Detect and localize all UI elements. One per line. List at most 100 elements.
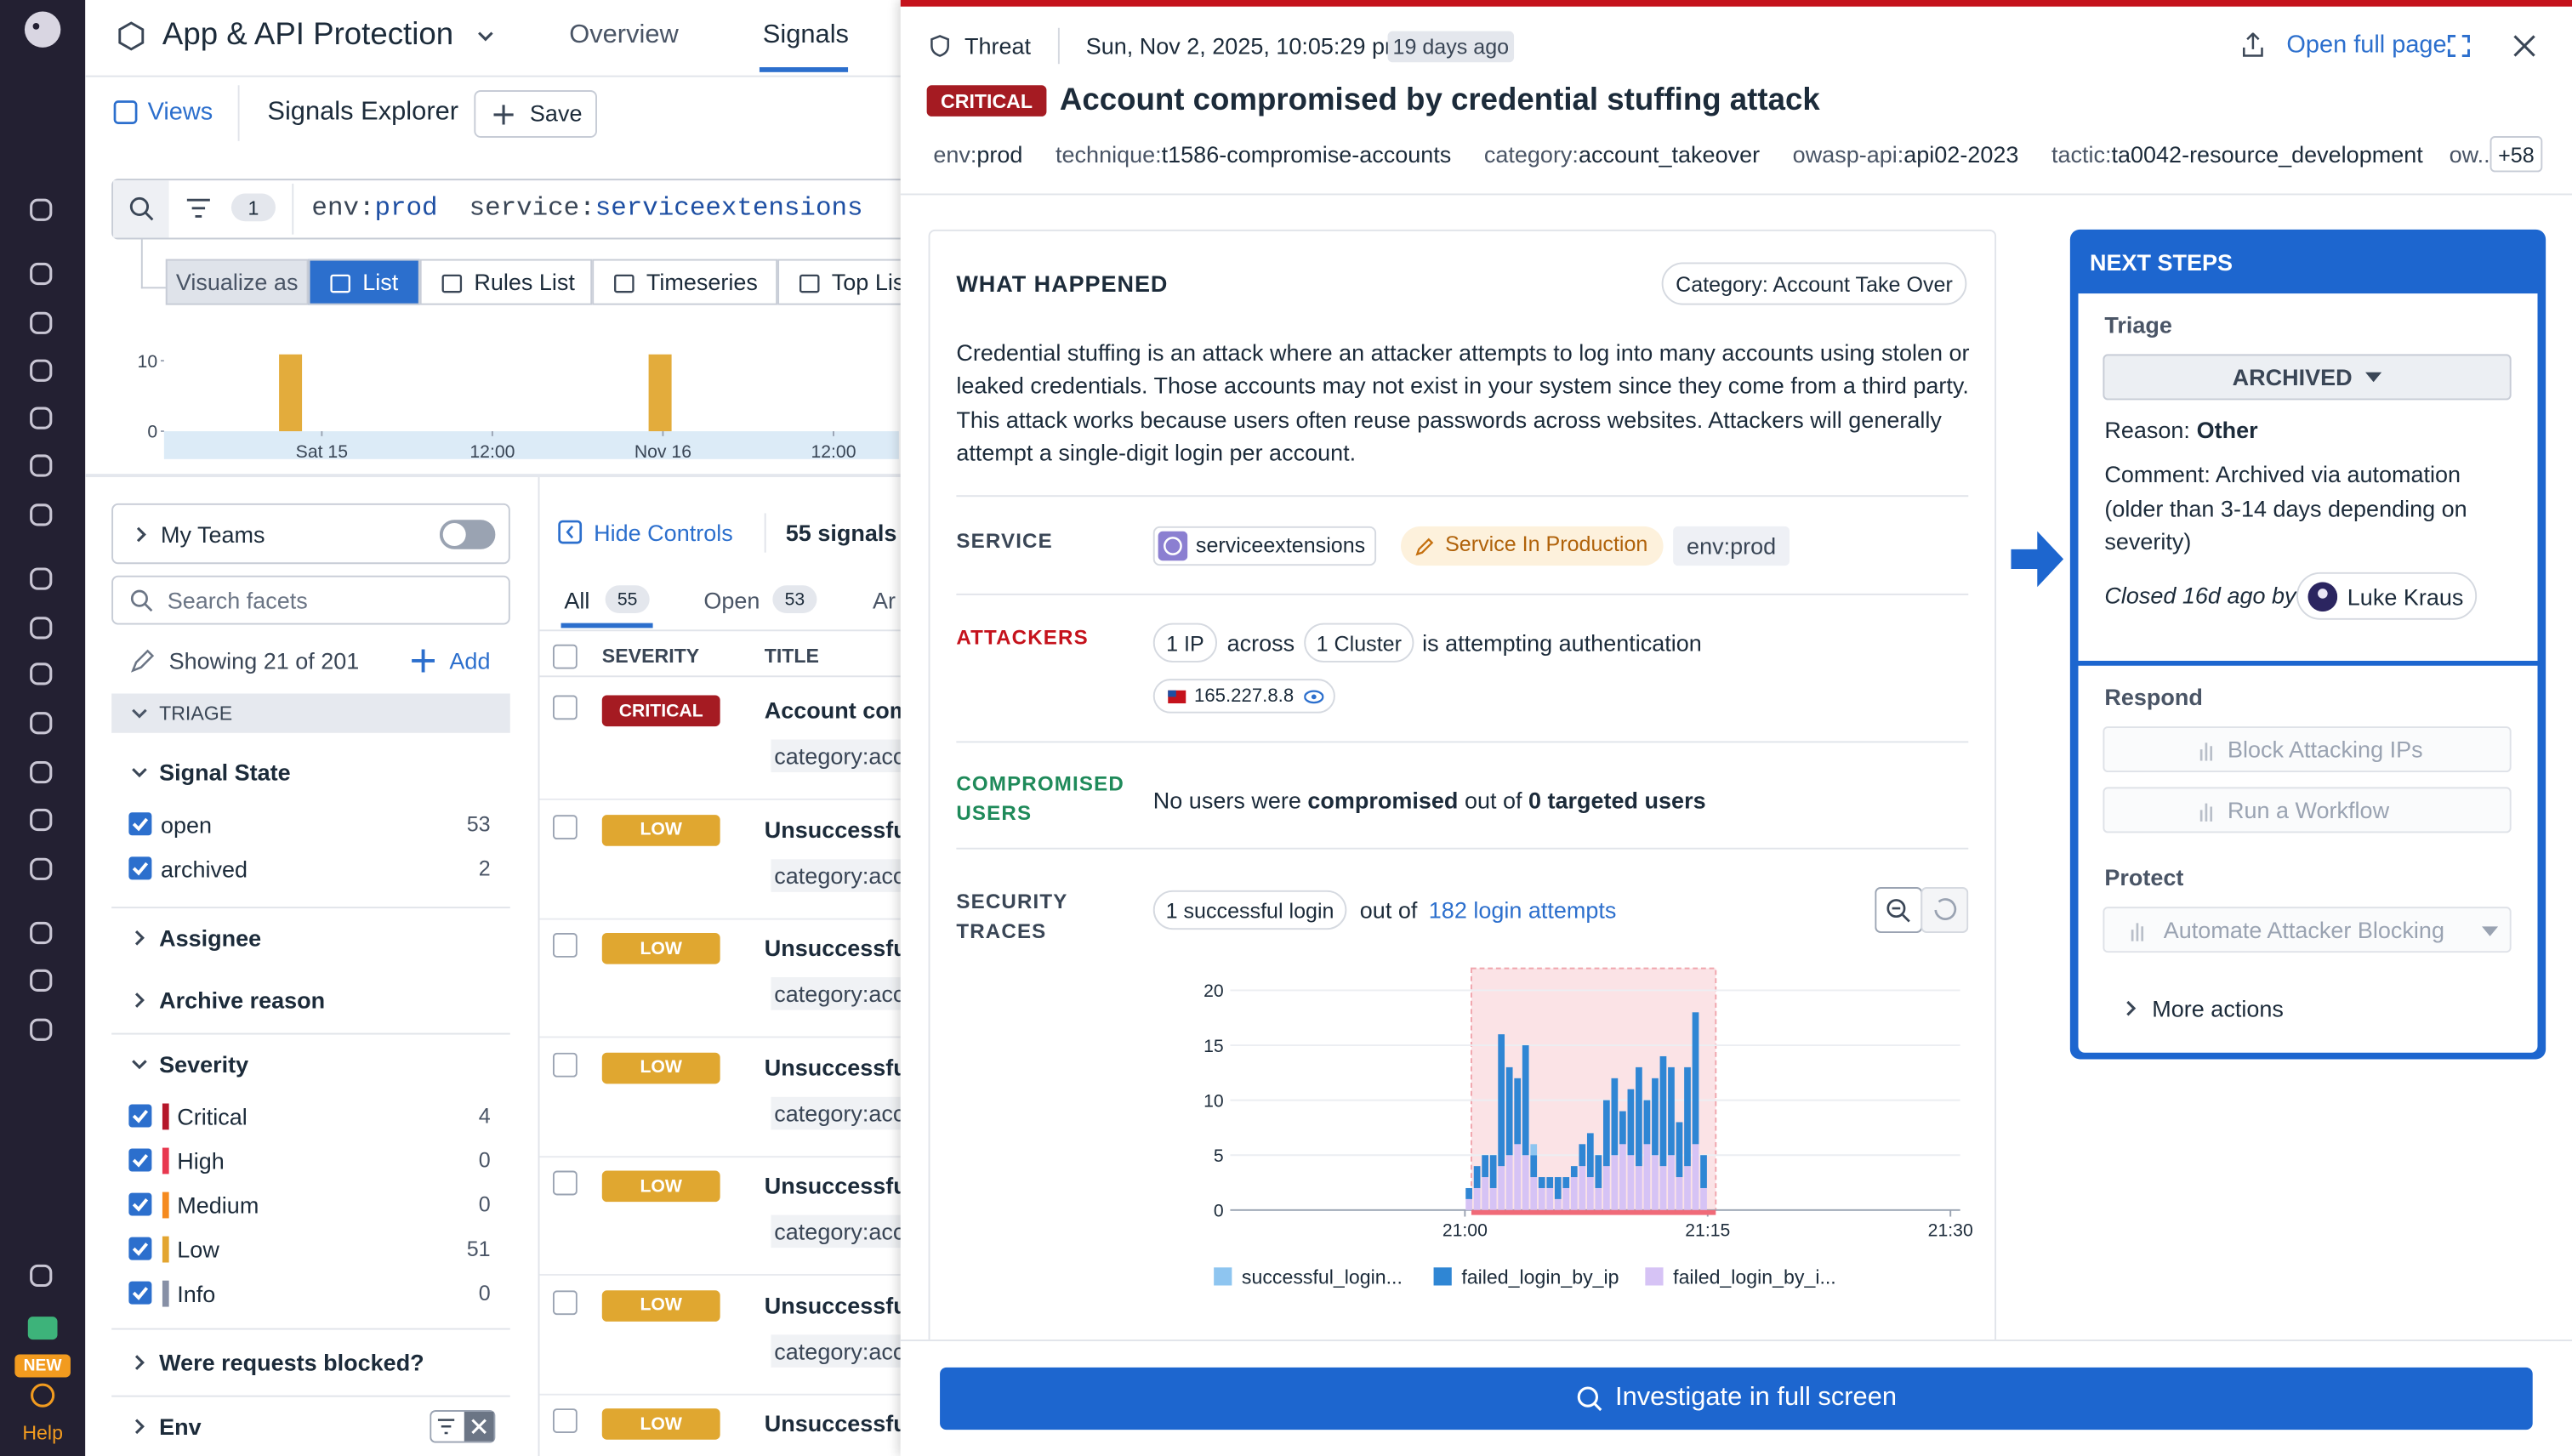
facet-title[interactable]: Archive reason (159, 987, 326, 1014)
signal-title[interactable]: Unsuccessfu (764, 1053, 901, 1080)
visualize-option[interactable]: List (308, 259, 420, 305)
my-teams[interactable]: My Teams (111, 503, 510, 565)
service-chip[interactable]: serviceextensions (1152, 526, 1377, 566)
severity-badge: LOW (601, 1289, 720, 1321)
app-title[interactable]: App & API Protection (162, 18, 454, 53)
status-dropdown[interactable]: ARCHIVED (2103, 354, 2512, 401)
signal-title[interactable]: Account com (764, 697, 901, 724)
visualize-option[interactable]: Top List (777, 259, 901, 305)
option-icon (614, 274, 634, 293)
chevron-part (134, 930, 145, 946)
row-label: ATTACKERS (956, 626, 1089, 650)
more-tags[interactable]: +58 (2489, 136, 2543, 173)
more-actions[interactable]: More actions (2152, 995, 2284, 1022)
status-label: ARCHIVED (2232, 364, 2353, 390)
facet-value[interactable]: Medium (177, 1192, 259, 1219)
investigate-button[interactable]: Investigate in full screen (940, 1367, 2533, 1430)
facet-title[interactable]: Signal State (159, 759, 291, 786)
checkbox-part (552, 1289, 578, 1315)
nav-icon-part (30, 969, 53, 992)
eye-icon (1304, 690, 1324, 704)
hide-controls[interactable]: Hide Controls (594, 520, 733, 547)
signal-title[interactable]: Unsuccessfu (764, 1172, 901, 1199)
successful-count[interactable]: 1 successful login (1152, 890, 1347, 930)
facet-title[interactable]: Env (159, 1413, 202, 1440)
tag[interactable]: ow... (2449, 140, 2497, 168)
logo (24, 11, 61, 48)
workflow-button[interactable]: Run a Workflow (2103, 787, 2512, 833)
option-label[interactable]: Timeseries (646, 269, 758, 296)
nav-tab[interactable]: Signals (762, 21, 850, 49)
ip-address: 165.227.8.8 (1193, 686, 1295, 707)
row-label: SECURITY TRACES (956, 890, 1068, 943)
facet-title[interactable]: Were requests blocked? (159, 1349, 424, 1376)
row-label: SERVICE (956, 529, 1053, 553)
flag-icon (1168, 690, 1186, 704)
compromised-text: No users were compromised out of 0 targe… (1153, 784, 1706, 817)
ip-chip[interactable]: 165.227.8.8 (1152, 679, 1335, 714)
signal-title[interactable]: Unsuccessfu (764, 816, 901, 842)
filter-icon (186, 198, 210, 218)
automate-dropdown[interactable]: Automate Attacker Blocking (2103, 907, 2512, 953)
column-header: TITLE (764, 644, 819, 668)
list-tab[interactable]: Ar (872, 587, 896, 614)
help-label[interactable]: Help (22, 1421, 63, 1445)
block-ips-button[interactable]: Block Attacking IPs (2103, 726, 2512, 773)
nav-icon (30, 1018, 53, 1041)
save-button[interactable]: Save (474, 90, 597, 138)
nav-tab[interactable]: Overview (569, 21, 679, 49)
facet-value[interactable]: Info (177, 1280, 216, 1307)
query-term[interactable]: service:serviceextensions (469, 192, 863, 225)
tag[interactable]: owasp-api:api02-2023 (1786, 141, 2025, 168)
facet-value[interactable]: open (160, 811, 213, 839)
card-heading: Respond (2104, 683, 2203, 710)
checkbox-part (132, 1109, 149, 1123)
option-icon-part (330, 274, 350, 293)
action-icon (2199, 803, 2213, 822)
option-label[interactable]: List (362, 269, 399, 296)
tag[interactable]: technique:t1586-compromise-accounts (1049, 141, 1458, 168)
option-label[interactable]: Top List (831, 269, 901, 296)
facet-title[interactable]: Assignee (159, 924, 262, 952)
page-heading: Signals Explorer (267, 98, 459, 127)
facet-value[interactable]: Critical (177, 1103, 248, 1130)
env-chip[interactable]: env:prod (1673, 526, 1790, 566)
add-facet[interactable]: Add (449, 647, 491, 674)
connector (140, 239, 143, 289)
facet-search[interactable]: Search facets (111, 575, 510, 625)
attempts-link[interactable]: 182 login attempts (1428, 896, 1617, 924)
expand-icon-part (2447, 34, 2470, 57)
divider (111, 1395, 510, 1397)
tag[interactable]: tactic:ta0042-resource_development (2045, 141, 2429, 168)
facet-value[interactable]: High (177, 1147, 225, 1174)
query-key: service: (469, 193, 595, 224)
query-term[interactable]: env:prod (311, 192, 437, 225)
views-button[interactable]: Views (147, 98, 213, 127)
option-label[interactable]: Rules List (474, 269, 575, 296)
signal-title[interactable]: Unsuccessfu (764, 1410, 901, 1436)
list-tab[interactable]: All (564, 587, 590, 614)
section-heading: WHAT HAPPENED (956, 270, 1169, 297)
x-tick-label: Nov 16 (634, 442, 691, 462)
facet-title[interactable]: Severity (159, 1050, 249, 1078)
nav-icon (30, 617, 53, 640)
open-full-page[interactable]: Open full page (2286, 31, 2447, 60)
row-divider (539, 1274, 901, 1276)
cluster-count[interactable]: 1 Cluster (1304, 623, 1414, 663)
ip-count[interactable]: 1 IP (1152, 623, 1217, 663)
nav-icon-part (30, 503, 53, 526)
save-label[interactable]: Save (529, 100, 583, 127)
list-tab[interactable]: Open (703, 587, 760, 614)
avatar (2307, 582, 2338, 612)
query-bar[interactable] (111, 179, 901, 240)
facet-value[interactable]: archived (160, 856, 248, 883)
visualize-option[interactable]: Rules List (419, 259, 593, 305)
visualize-option[interactable]: Timeseries (592, 259, 778, 305)
signal-title[interactable]: Unsuccessfu (764, 934, 901, 961)
tag[interactable]: env:prod (927, 141, 1030, 168)
tag[interactable]: category:account_takeover (1477, 141, 1767, 168)
chevron-part (136, 526, 146, 543)
signal-title[interactable]: Unsuccessfu (764, 1291, 901, 1318)
user-chip[interactable]: Luke Kraus (2296, 572, 2478, 620)
facet-value[interactable]: Low (177, 1236, 219, 1263)
